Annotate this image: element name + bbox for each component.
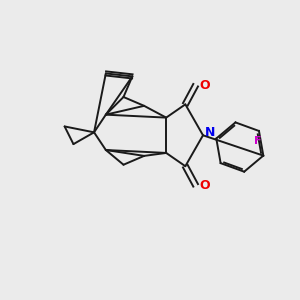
Text: O: O [199, 179, 210, 192]
Text: F: F [254, 136, 261, 146]
Text: O: O [199, 79, 210, 92]
Text: N: N [206, 126, 216, 140]
